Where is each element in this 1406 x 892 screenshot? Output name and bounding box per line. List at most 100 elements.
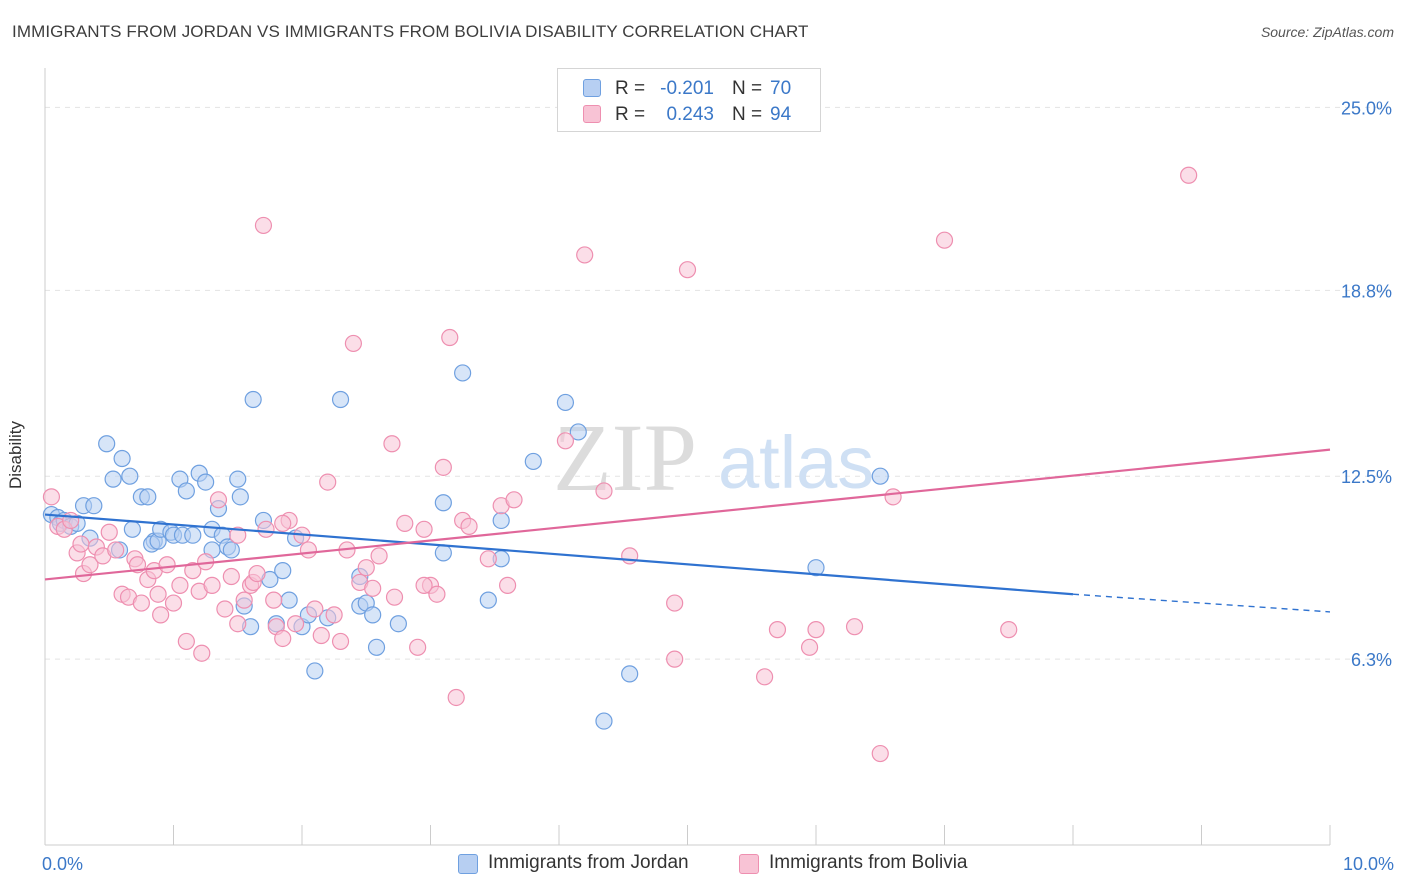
- bolivia-point: [158, 556, 176, 574]
- bolivia-point: [428, 585, 446, 603]
- y-tick-label: 12.5%: [1341, 467, 1392, 487]
- bolivia-point: [72, 535, 90, 553]
- bolivia-point: [755, 668, 774, 686]
- jordan-point: [244, 390, 262, 409]
- legend-n-value-jordan: 70: [770, 78, 792, 99]
- bolivia-point: [229, 615, 247, 633]
- bolivia-point: [299, 541, 318, 559]
- jordan-point: [104, 470, 122, 488]
- jordan-point: [492, 511, 510, 530]
- bolivia-point: [42, 488, 61, 506]
- bolivia-point: [441, 328, 459, 347]
- bolivia-point: [364, 579, 382, 597]
- bolivia-point: [357, 559, 375, 577]
- bolivia-point: [383, 435, 401, 453]
- axes: [44, 68, 1331, 846]
- jordan-point: [184, 526, 202, 544]
- jordan-point: [434, 544, 452, 562]
- jordan-point: [389, 615, 407, 633]
- bolivia-point: [62, 511, 80, 530]
- bolivia-point: [1180, 166, 1198, 184]
- jordan-point: [121, 467, 139, 485]
- y-tick-label: 18.8%: [1341, 281, 1392, 301]
- trend-lines: [44, 448, 1331, 613]
- jordan-trend-line-extension: [1072, 593, 1331, 613]
- jordan-point: [123, 520, 141, 538]
- bolivia-point: [1000, 621, 1018, 639]
- bolivia-point: [807, 621, 825, 639]
- legend-r-label: R =: [615, 104, 646, 125]
- watermark-zip: ZIP: [553, 404, 697, 511]
- jordan-point: [479, 591, 497, 609]
- bolivia-point: [149, 585, 167, 603]
- jordan-point: [595, 712, 613, 730]
- grid-lines: [45, 106, 1392, 660]
- x-tick-label: 10.0%: [1343, 854, 1394, 874]
- bottom-legend-swatch-bolivia: [739, 854, 759, 874]
- jordan-point: [364, 606, 382, 624]
- bolivia-point: [370, 547, 388, 565]
- jordan-point: [113, 449, 131, 468]
- bolivia-point: [871, 744, 889, 763]
- jordan-trend-line: [44, 513, 1074, 596]
- bolivia-point: [222, 567, 240, 586]
- jordan-point: [222, 541, 240, 559]
- jordan-point: [177, 482, 195, 500]
- legend-n-value-bolivia: 94: [770, 104, 792, 125]
- bolivia-point: [505, 491, 523, 509]
- bolivia-point: [621, 547, 639, 565]
- bolivia-point: [460, 517, 478, 535]
- bottom-legend-label-jordan: Immigrants from Jordan: [488, 852, 689, 873]
- bolivia-point: [164, 594, 183, 612]
- bolivia-point: [312, 626, 330, 645]
- bolivia-point: [396, 514, 414, 533]
- bolivia-point: [595, 482, 613, 500]
- bolivia-point: [800, 638, 819, 656]
- legend-n-label: N =: [732, 78, 763, 99]
- y-tick-label: 6.3%: [1351, 650, 1392, 670]
- bolivia-point: [216, 600, 234, 618]
- bolivia-point: [556, 432, 575, 450]
- legend-swatch-jordan: [583, 79, 601, 97]
- bolivia-point: [274, 629, 292, 648]
- bolivia-point: [193, 644, 211, 662]
- bottom-legend-label-bolivia: Immigrants from Bolivia: [769, 852, 968, 873]
- x-tick-label: 0.0%: [42, 854, 83, 874]
- bolivia-point: [768, 621, 787, 639]
- bolivia-point: [265, 591, 283, 609]
- bolivia-point: [81, 556, 99, 574]
- bolivia-point: [254, 216, 273, 235]
- bolivia-point: [935, 231, 954, 249]
- jordan-point: [231, 488, 249, 506]
- bolivia-point: [678, 261, 697, 279]
- bolivia-point: [331, 632, 350, 651]
- jordan-point: [621, 665, 639, 683]
- legend-r-value-bolivia: 0.243: [666, 104, 714, 125]
- bolivia-point: [499, 576, 517, 594]
- jordan-point: [306, 662, 324, 680]
- bolivia-point: [325, 606, 343, 624]
- correlation-legend: R = -0.201 N = 70 R = 0.243 N = 94: [557, 68, 821, 132]
- bolivia-point: [274, 514, 292, 533]
- bolivia-point: [306, 600, 324, 618]
- bolivia-point: [257, 520, 275, 538]
- bolivia-point: [666, 594, 684, 612]
- bolivia-point: [286, 615, 305, 633]
- jordan-point: [556, 393, 575, 412]
- jordan-point: [524, 452, 542, 471]
- jordan-point: [274, 562, 292, 580]
- jordan-point: [807, 559, 825, 577]
- bolivia-point: [171, 576, 189, 594]
- bolivia-point: [152, 606, 170, 624]
- jordan-point: [85, 497, 103, 515]
- jordan-point: [434, 494, 452, 512]
- bolivia-point: [177, 632, 195, 651]
- bolivia-point: [415, 576, 433, 594]
- bolivia-point: [666, 650, 684, 668]
- y-tick-labels: 6.3% 12.5% 18.8% 25.0%: [1341, 98, 1392, 670]
- bolivia-trend-line: [44, 448, 1331, 581]
- bolivia-point: [447, 688, 465, 707]
- bolivia-point: [344, 334, 362, 353]
- bolivia-point: [132, 594, 150, 612]
